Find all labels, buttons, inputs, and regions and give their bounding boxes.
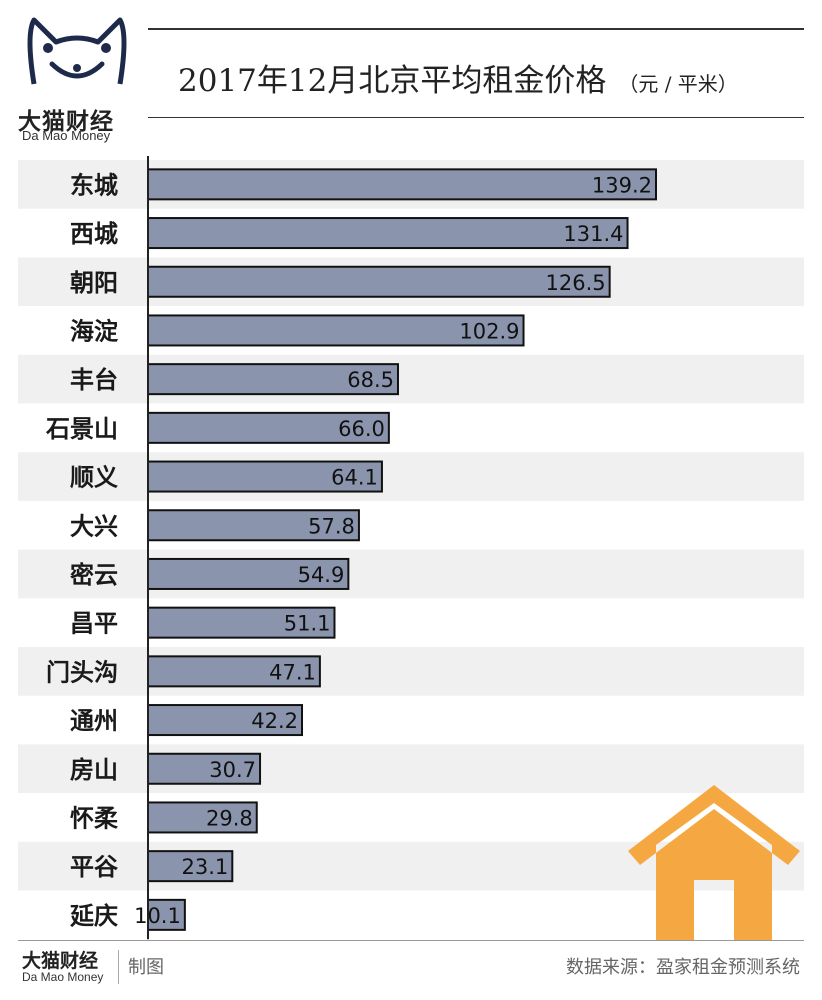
category-label: 昌平	[70, 610, 118, 638]
bar	[147, 460, 383, 493]
value-label: 29.8	[206, 806, 253, 830]
bar	[147, 557, 350, 590]
category-label: 平谷	[70, 853, 119, 881]
category-label: 丰台	[70, 366, 118, 394]
value-label: 131.4	[563, 222, 623, 246]
brand-name-en: Da Mao Money	[22, 128, 111, 143]
chart-title: 2017年12月北京平均租金价格 （元 / 平米）	[178, 55, 738, 100]
category-label: 东城	[70, 171, 118, 199]
row-band	[18, 354, 804, 404]
row-band	[18, 744, 804, 794]
value-label: 66.0	[338, 417, 385, 441]
value-label: 64.1	[331, 466, 378, 490]
category-label: 房山	[70, 756, 118, 784]
house-icon	[628, 785, 800, 940]
value-label: 47.1	[269, 660, 316, 684]
bar	[147, 655, 321, 688]
category-label: 海淀	[70, 317, 119, 345]
value-label: 54.9	[298, 563, 345, 587]
bar	[147, 898, 186, 931]
value-label: 51.1	[284, 612, 331, 636]
title-rule-bottom	[148, 117, 804, 118]
value-label: 126.5	[546, 271, 606, 295]
category-label: 大兴	[70, 512, 118, 540]
chart-title-text: 2017年12月北京平均租金价格	[178, 63, 607, 99]
bar	[147, 850, 234, 883]
row-band	[18, 647, 804, 696]
footer-credit: 制图	[128, 957, 164, 978]
bar	[147, 509, 360, 542]
category-label: 朝阳	[70, 269, 118, 297]
value-label: 57.8	[308, 514, 355, 538]
bar	[147, 752, 262, 785]
value-label: 42.2	[251, 709, 298, 733]
title-rule-top	[148, 28, 804, 30]
value-label: 139.2	[592, 173, 652, 197]
bar	[147, 217, 629, 250]
brand-logo: 大猫财经 Da Mao Money	[18, 14, 148, 143]
bar	[147, 606, 336, 639]
footer-brand-cn: 大猫财经	[22, 950, 99, 972]
house-shape	[628, 785, 800, 940]
value-label: 102.9	[459, 319, 519, 343]
footer-brand-en: Da Mao Money	[22, 970, 104, 984]
data-source: 数据来源：盈家租金预测系统	[566, 957, 800, 978]
bar-chart: 东城 139.2 西城 131.4 朝阳 126.5 海淀 102.9 丰台 68.5 石景山 66.…	[18, 156, 804, 940]
category-label: 密云	[70, 561, 118, 589]
category-label: 门头沟	[46, 658, 118, 686]
row-band	[18, 549, 804, 599]
footer-separator	[118, 950, 119, 984]
footer-rule	[18, 940, 804, 941]
cat-face-icon	[27, 17, 127, 85]
category-label: 西城	[70, 220, 118, 248]
bar	[147, 411, 390, 444]
category-label: 延庆	[69, 902, 118, 930]
value-label: 68.5	[347, 368, 394, 392]
brand-name-cn: 大猫财经	[18, 109, 114, 135]
row-band	[18, 452, 804, 501]
category-label: 石景山	[45, 415, 118, 443]
category-label: 怀柔	[70, 804, 119, 832]
chart-unit: （元 / 平米）	[618, 72, 738, 96]
category-label: 通州	[70, 707, 118, 735]
value-label: 30.7	[209, 758, 256, 782]
bar	[147, 265, 611, 298]
value-label: 23.1	[182, 855, 229, 879]
value-label: 10.1	[134, 904, 181, 928]
bar	[147, 314, 525, 347]
bar	[147, 168, 657, 201]
category-label: 顺义	[70, 464, 118, 492]
